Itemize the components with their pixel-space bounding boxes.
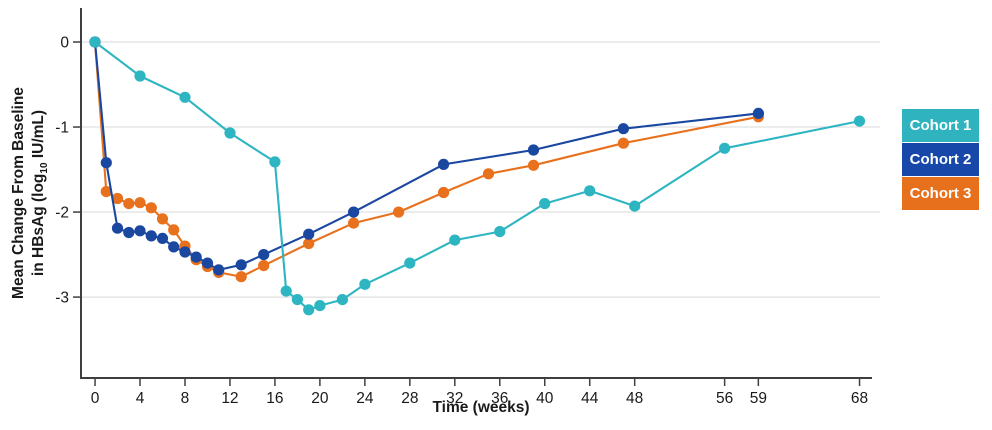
data-point-cohort-1	[303, 304, 315, 316]
x-tick-label: 20	[311, 390, 329, 407]
data-point-cohort-3	[303, 237, 315, 250]
x-tick-label: 4	[136, 390, 145, 407]
data-point-cohort-3	[348, 217, 360, 229]
series-line-cohort-3	[93, 40, 760, 278]
x-tick-label: 8	[181, 390, 190, 407]
data-point-cohort-3	[527, 159, 540, 171]
data-point-cohort-1	[629, 200, 641, 212]
data-point-cohort-2	[348, 206, 360, 218]
data-point-cohort-2	[179, 246, 191, 258]
data-point-cohort-1	[336, 294, 348, 306]
data-point-cohort-3	[438, 186, 450, 199]
data-point-cohort-2	[168, 241, 180, 253]
data-point-cohort-1	[719, 142, 731, 154]
data-point-cohort-1	[134, 70, 146, 82]
data-point-cohort-1	[584, 185, 596, 197]
data-point-cohort-3	[145, 202, 157, 214]
data-point-cohort-2	[201, 257, 214, 269]
data-point-cohort-2	[134, 225, 146, 237]
data-point-cohort-2	[235, 259, 247, 271]
data-point-cohort-2	[145, 230, 157, 242]
x-tick-label: 36	[491, 390, 508, 407]
data-point-cohort-1	[314, 300, 326, 312]
data-point-cohort-1	[280, 285, 292, 297]
data-point-cohort-3	[100, 186, 112, 198]
x-tick-label: 16	[266, 390, 283, 407]
y-axis-title: Mean Change From Baseline in HBsAg (log1…	[9, 3, 51, 383]
data-point-cohort-1	[449, 234, 461, 246]
data-point-cohort-3	[482, 168, 495, 180]
data-point-cohort-1	[179, 91, 191, 103]
data-point-cohort-2	[438, 158, 450, 170]
data-point-cohort-3	[235, 271, 247, 283]
series-line-cohort-2	[93, 40, 760, 271]
data-point-cohort-2	[527, 144, 540, 156]
data-point-cohort-3	[393, 206, 405, 218]
x-tick-label: 40	[536, 390, 554, 407]
x-tick-label: 0	[91, 390, 100, 407]
x-tick-label: 12	[221, 390, 238, 407]
y-tick-label: 0	[60, 35, 69, 52]
data-point-cohort-2	[752, 107, 765, 119]
data-point-cohort-3	[134, 197, 146, 209]
data-point-cohort-3	[258, 260, 270, 272]
data-point-cohort-1	[853, 115, 866, 127]
legend-item-cohort-1: Cohort 1	[902, 109, 979, 142]
y-axis-title-line2: in HBsAg (log10 IU/mL)	[30, 109, 51, 277]
data-point-cohort-3	[168, 224, 180, 236]
data-point-cohort-2	[213, 264, 225, 276]
legend-item-cohort-3: Cohort 3	[902, 177, 979, 210]
data-point-cohort-2	[617, 123, 630, 135]
y-tick-label: -3	[55, 290, 69, 307]
data-point-cohort-2	[123, 226, 135, 239]
data-point-cohort-1	[494, 226, 506, 238]
y-tick-label: -1	[55, 120, 69, 137]
data-point-cohort-2	[190, 251, 202, 263]
x-tick-label: 32	[446, 390, 463, 407]
legend-item-cohort-2: Cohort 2	[902, 143, 979, 176]
data-point-cohort-2	[258, 249, 270, 261]
data-point-cohort-1	[89, 36, 101, 48]
x-axis-title: Time (weeks)	[432, 399, 530, 416]
x-tick-label: 59	[750, 390, 767, 407]
data-point-cohort-2	[303, 228, 315, 240]
x-tick-label: 56	[716, 390, 733, 407]
data-point-cohort-2	[156, 232, 169, 244]
legend: Cohort 1 Cohort 2 Cohort 3	[902, 109, 979, 211]
data-point-cohort-1	[404, 257, 416, 269]
x-tick-label: 28	[401, 390, 418, 407]
x-tick-label: 44	[581, 390, 599, 407]
data-point-cohort-1	[359, 278, 371, 290]
x-tick-label: 48	[626, 390, 643, 407]
data-point-cohort-3	[111, 192, 124, 205]
data-point-cohort-3	[123, 198, 135, 210]
data-point-cohort-3	[156, 213, 169, 225]
data-point-cohort-2	[111, 222, 124, 234]
x-tick-label: 68	[851, 390, 868, 407]
data-point-cohort-1	[224, 127, 236, 139]
x-tick-label: 24	[356, 390, 374, 407]
data-point-cohort-1	[291, 294, 303, 306]
y-axis-title-line1: Mean Change From Baseline	[10, 87, 27, 299]
data-point-cohort-3	[617, 137, 630, 149]
y-tick-label: -2	[55, 205, 69, 222]
data-point-cohort-2	[100, 157, 112, 169]
data-point-cohort-1	[269, 156, 281, 168]
data-point-cohort-1	[539, 198, 551, 210]
